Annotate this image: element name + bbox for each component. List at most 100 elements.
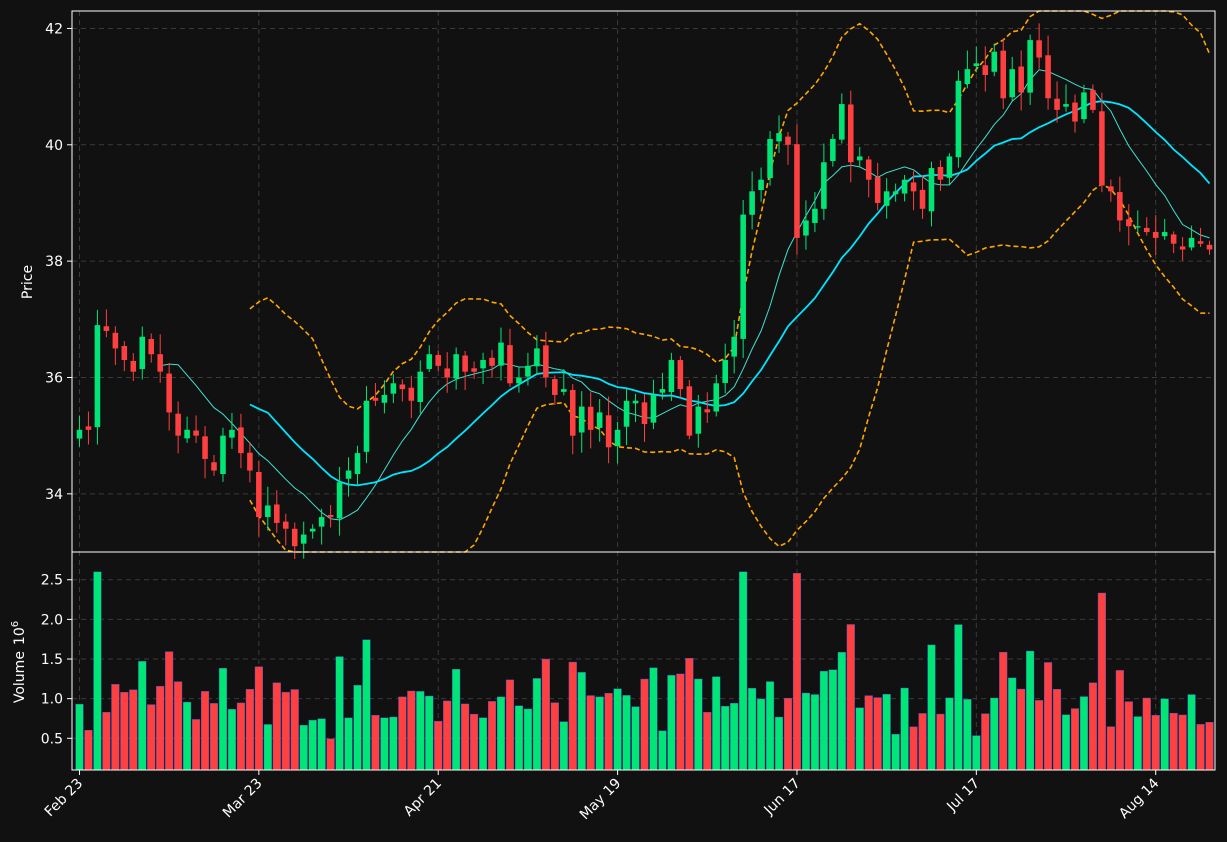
candle-body bbox=[614, 429, 621, 447]
candle-body bbox=[632, 400, 639, 404]
volume-exponent: 6 bbox=[10, 621, 21, 627]
candle-body bbox=[435, 354, 442, 366]
candle-body bbox=[596, 412, 603, 428]
volume-bar bbox=[1035, 700, 1044, 771]
candle-body bbox=[955, 80, 962, 158]
volume-bar bbox=[837, 652, 846, 771]
candle-body bbox=[803, 220, 809, 236]
volume-bar bbox=[1178, 714, 1187, 771]
volume-tick-label: 0.5 bbox=[41, 731, 63, 747]
candle-body bbox=[561, 389, 567, 392]
candle-body bbox=[686, 386, 693, 436]
price-tick-label: 40 bbox=[45, 138, 63, 154]
volume-bar bbox=[631, 706, 640, 771]
candle-body bbox=[139, 336, 146, 370]
volume-bar bbox=[245, 689, 254, 771]
volume-bar bbox=[613, 688, 622, 771]
candle-body bbox=[291, 528, 298, 547]
volume-bar bbox=[434, 720, 443, 771]
candle-body bbox=[982, 65, 989, 75]
volume-bar bbox=[532, 678, 541, 771]
candle-body bbox=[309, 528, 316, 532]
candle-body bbox=[1179, 246, 1186, 250]
candle-body bbox=[1054, 98, 1060, 110]
volume-bar bbox=[138, 661, 147, 771]
volume-bar bbox=[1115, 670, 1124, 771]
volume-bar bbox=[254, 666, 263, 771]
candle-body bbox=[892, 191, 899, 195]
candle-body bbox=[103, 326, 110, 331]
candle-body bbox=[543, 345, 549, 378]
volume-bar bbox=[84, 730, 93, 771]
candle-body bbox=[1081, 92, 1087, 120]
candle-body bbox=[1143, 227, 1150, 233]
candle-body bbox=[1134, 226, 1141, 228]
volume-bar bbox=[999, 651, 1008, 771]
candle-body bbox=[830, 138, 836, 162]
volume-bar bbox=[685, 658, 694, 771]
volume-bar bbox=[353, 685, 362, 771]
candle-body bbox=[121, 345, 128, 361]
volume-bar bbox=[586, 695, 595, 771]
volume-bar bbox=[900, 687, 909, 771]
volume-bar bbox=[111, 684, 120, 771]
volume-bar bbox=[505, 679, 515, 771]
volume-bar bbox=[1205, 722, 1214, 771]
volume-bar bbox=[1160, 698, 1169, 771]
volume-bar bbox=[559, 721, 568, 771]
candle-body bbox=[238, 427, 244, 454]
volume-panel-frame bbox=[71, 551, 1216, 771]
candle-body bbox=[1009, 69, 1015, 98]
candle-body bbox=[444, 368, 450, 378]
moving-averages bbox=[160, 69, 1211, 521]
candle-body bbox=[1099, 111, 1105, 186]
volume-exponent-base: 10 bbox=[12, 627, 28, 645]
volume-bar bbox=[945, 697, 954, 771]
volume-tick-label: 2.0 bbox=[41, 612, 63, 628]
volume-bar bbox=[308, 719, 317, 771]
volume-bar bbox=[1061, 714, 1071, 771]
volume-bar bbox=[801, 692, 810, 771]
candle-body bbox=[1126, 219, 1132, 227]
volume-bar bbox=[1142, 697, 1151, 771]
candle-body bbox=[390, 383, 397, 394]
volume-bar bbox=[819, 670, 828, 771]
candle-body bbox=[812, 208, 818, 223]
candle-body bbox=[776, 133, 782, 142]
candle-body bbox=[363, 400, 370, 452]
volume-bar bbox=[882, 694, 891, 771]
candle-body bbox=[910, 182, 917, 192]
candle-body bbox=[453, 354, 459, 379]
volume-bar bbox=[909, 726, 918, 771]
volume-bar bbox=[649, 667, 658, 771]
candle-body bbox=[659, 389, 666, 393]
volume-bar bbox=[694, 678, 703, 771]
price-tick-label: 42 bbox=[45, 21, 63, 37]
candle-body bbox=[1170, 234, 1177, 244]
candle-body bbox=[901, 179, 908, 194]
volume-bar bbox=[577, 672, 586, 771]
volume-bar bbox=[75, 703, 84, 771]
price-axis-ticks: 34 36 38 40 42 bbox=[45, 21, 72, 503]
candle-body bbox=[749, 191, 755, 215]
volume-bar bbox=[1124, 701, 1133, 771]
candle-body bbox=[937, 166, 944, 180]
volume-bar bbox=[452, 668, 461, 771]
volume-bar bbox=[828, 669, 837, 771]
candle-body bbox=[677, 360, 684, 390]
candle-body bbox=[731, 336, 737, 357]
volume-axis-label: Volume 106 bbox=[10, 621, 28, 703]
candle-body bbox=[1000, 50, 1007, 99]
volume-bar bbox=[954, 624, 963, 771]
candle-body bbox=[1018, 66, 1024, 93]
volume-bar bbox=[1133, 716, 1142, 771]
volume-bar bbox=[174, 681, 183, 771]
volume-bar bbox=[658, 730, 667, 771]
price-tick-label: 38 bbox=[45, 254, 63, 270]
candle-body bbox=[247, 452, 253, 471]
candle-body bbox=[327, 514, 334, 518]
candlesticks bbox=[76, 23, 1213, 560]
volume-bar bbox=[810, 694, 819, 771]
candle-body bbox=[300, 534, 307, 544]
volume-bar bbox=[479, 717, 488, 771]
